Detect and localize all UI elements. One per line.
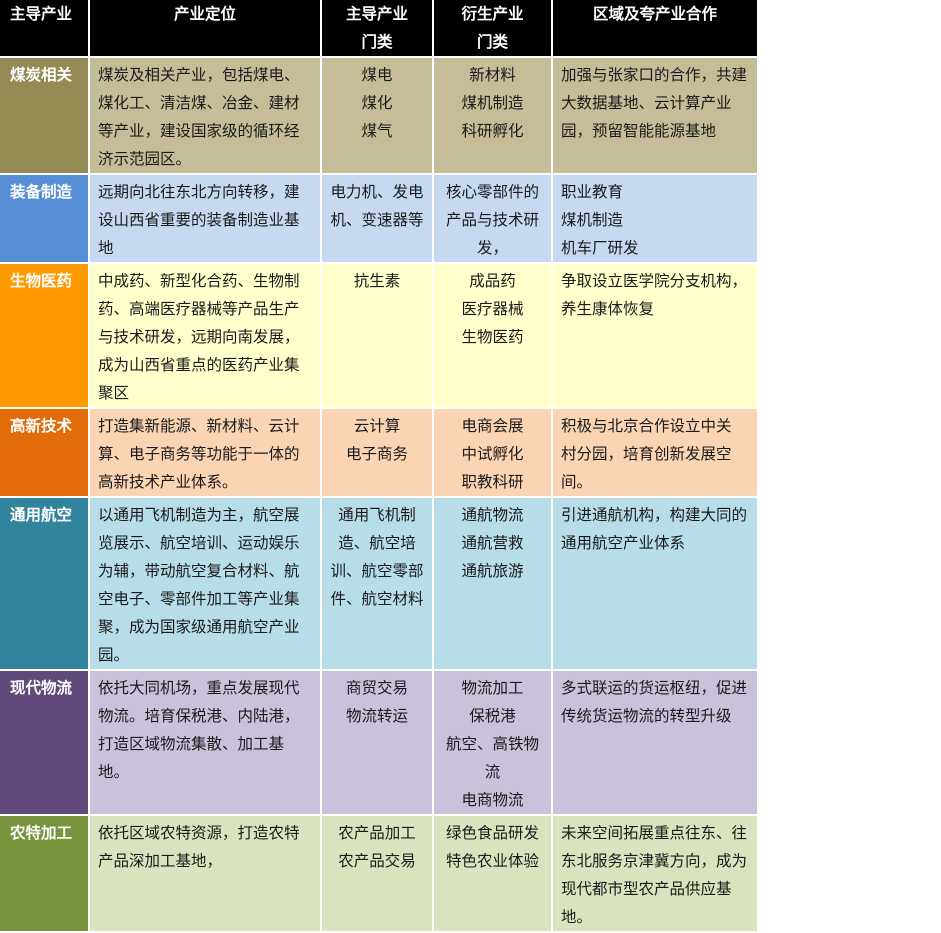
- cooperation-cell: 积极与北京合作设立中关 村分园，培育创新发展空 间。: [553, 409, 757, 496]
- industry-name: 通用航空: [0, 498, 88, 669]
- industry-name: 高新技术: [0, 409, 88, 496]
- positioning-cell: 以通用飞机制造为主，航空展 览展示、航空培训、运动娱乐 为辅，带动航空复合材料、…: [90, 498, 320, 669]
- header-positioning: 产业定位: [90, 0, 320, 56]
- table-header-row: 主导产业 产业定位 主导产业 门类 衍生产业 门类 区域及夸产业合作: [0, 0, 757, 56]
- derived-category-cell: 核心零部件的 产品与技术研 发，: [434, 175, 551, 262]
- table-row: 现代物流 依托大同机场，重点发展现代 物流。培育保税港、内陆港， 打造区域物流集散…: [0, 671, 757, 814]
- industry-name: 农特加工: [0, 816, 88, 931]
- positioning-cell: 煤炭及相关产业，包括煤电、 煤化工、清洁煤、冶金、建材 等产业，建设国家级的循环…: [90, 58, 320, 173]
- table-row: 装备制造 远期向北往东北方向转移，建 设山西省重要的装备制造业基 地电力机、发电 …: [0, 175, 757, 262]
- cooperation-cell: 未来空间拓展重点往东、往 东北服务京津冀方向，成为 现代都市型农产品供应基 地。: [553, 816, 757, 931]
- main-category-cell: 通用飞机制 造、航空培 训、航空零部 件、航空材料: [322, 498, 432, 669]
- positioning-cell: 中成药、新型化合药、生物制 药、高端医疗器械等产品生产 与技术研发，远期向南发展…: [90, 264, 320, 407]
- positioning-cell: 远期向北往东北方向转移，建 设山西省重要的装备制造业基 地: [90, 175, 320, 262]
- positioning-cell: 打造集新能源、新材料、云计 算、电子商务等功能于一体的 高新技术产业体系。: [90, 409, 320, 496]
- header-cooperation: 区域及夸产业合作: [553, 0, 757, 56]
- derived-category-cell: 通航物流 通航营救 通航旅游: [434, 498, 551, 669]
- cooperation-cell: 职业教育 煤机制造 机车厂研发: [553, 175, 757, 262]
- header-derived-category: 衍生产业 门类: [434, 0, 551, 56]
- main-category-cell: 云计算 电子商务: [322, 409, 432, 496]
- cooperation-cell: 争取设立医学院分支机构， 养生康体恢复: [553, 264, 757, 407]
- cooperation-cell: 引进通航机构，构建大同的 通用航空产业体系: [553, 498, 757, 669]
- derived-category-cell: 物流加工 保税港 航空、高铁物 流 电商物流: [434, 671, 551, 814]
- derived-category-cell: 绿色食品研发 特色农业体验: [434, 816, 551, 931]
- industry-name: 现代物流: [0, 671, 88, 814]
- header-leading-industry: 主导产业: [0, 0, 88, 56]
- cooperation-cell: 加强与张家口的合作，共建 大数据基地、云计算产业 园，预留智能能源基地: [553, 58, 757, 173]
- main-category-cell: 煤电 煤化 煤气: [322, 58, 432, 173]
- positioning-cell: 依托区域农特资源，打造农特 产品深加工基地，: [90, 816, 320, 931]
- positioning-cell: 依托大同机场，重点发展现代 物流。培育保税港、内陆港， 打造区域物流集散、加工基…: [90, 671, 320, 814]
- industry-table: 主导产业 产业定位 主导产业 门类 衍生产业 门类 区域及夸产业合作 煤炭相关煤…: [0, 0, 757, 931]
- main-category-cell: 抗生素: [322, 264, 432, 407]
- table-row: 高新技术 打造集新能源、新材料、云计 算、电子商务等功能于一体的 高新技术产业体系…: [0, 409, 757, 496]
- derived-category-cell: 新材料 煤机制造 科研孵化: [434, 58, 551, 173]
- cooperation-cell: 多式联运的货运枢纽，促进 传统货运物流的转型升级: [553, 671, 757, 814]
- table-row: 生物医药 中成药、新型化合药、生物制 药、高端医疗器械等产品生产 与技术研发，远期…: [0, 264, 757, 407]
- industry-name: 煤炭相关: [0, 58, 88, 173]
- industry-name: 装备制造: [0, 175, 88, 262]
- table-row: 农特加工 依托区域农特资源，打造农特 产品深加工基地， 农产品加工 农产品交易 绿色食…: [0, 816, 757, 931]
- header-main-category: 主导产业 门类: [322, 0, 432, 56]
- main-category-cell: 电力机、发电 机、变速器等: [322, 175, 432, 262]
- industry-name: 生物医药: [0, 264, 88, 407]
- derived-category-cell: 成品药 医疗器械 生物医药: [434, 264, 551, 407]
- main-category-cell: 农产品加工 农产品交易: [322, 816, 432, 931]
- table-row: 通用航空 以通用飞机制造为主，航空展 览展示、航空培训、运动娱乐 为辅，带动航空复…: [0, 498, 757, 669]
- table-row: 煤炭相关 煤炭及相关产业，包括煤电、 煤化工、清洁煤、冶金、建材 等产业，建设国家…: [0, 58, 757, 173]
- derived-category-cell: 电商会展 中试孵化 职教科研: [434, 409, 551, 496]
- main-category-cell: 商贸交易 物流转运: [322, 671, 432, 814]
